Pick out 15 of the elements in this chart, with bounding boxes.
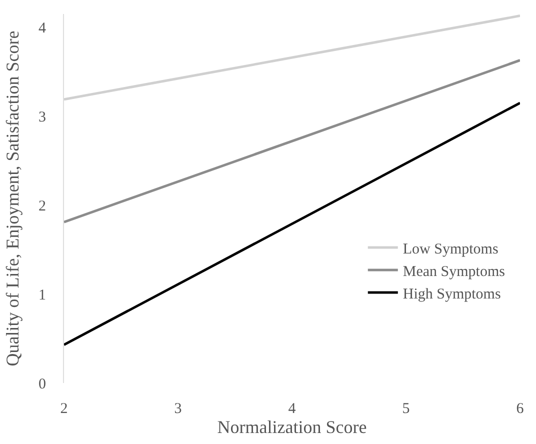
legend-label: High Symptoms <box>402 286 501 302</box>
x-tick-label: 4 <box>288 401 296 417</box>
x-axis-title: Normalization Score <box>217 417 367 437</box>
legend-label: Mean Symptoms <box>402 264 506 280</box>
legend-label: Low Symptoms <box>402 241 498 258</box>
y-tick-label: 4 <box>38 20 46 37</box>
y-axis-title: Quality of Life, Enjoyment, Satisfaction Score <box>2 30 23 366</box>
x-tick-label: 6 <box>516 401 524 417</box>
x-tick-label: 3 <box>174 401 182 417</box>
y-tick-label: 0 <box>38 376 46 392</box>
x-tick-label: 2 <box>60 401 68 417</box>
x-tick-label: 5 <box>402 401 410 417</box>
y-tick-label: 3 <box>38 110 46 126</box>
y-tick-label: 2 <box>38 198 46 214</box>
y-tick-label: 1 <box>38 287 46 304</box>
